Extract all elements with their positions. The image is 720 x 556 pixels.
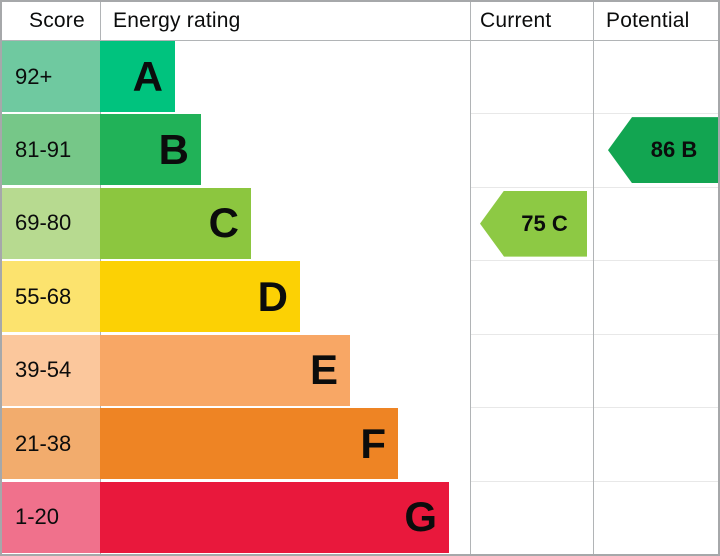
header-bottom-line [2,40,718,41]
score-cell-G: 1-20 [2,481,100,553]
band-letter: F [360,419,386,467]
band-letter: G [404,493,437,541]
band-letter: C [208,199,239,247]
header-potential: Potential [606,9,690,32]
band-boundary-line [470,333,718,335]
potential-rating-label: 86 B [650,137,698,163]
score-range-label: 92+ [15,63,53,89]
rating-bar-D: D [100,261,300,333]
score-range-label: 81-91 [15,136,72,162]
potential-rating-arrow: 86 B [608,117,718,184]
rating-bar-F: F [100,408,398,480]
divider-current-potential [593,2,594,554]
header-current: Current [480,9,552,32]
band-boundary-line [470,113,718,115]
rating-bar-B: B [100,114,201,186]
current-rating-label: 75 C [521,210,568,236]
score-cell-E: 39-54 [2,334,100,406]
score-range-label: 55-68 [15,283,72,309]
rating-bar-E: E [100,334,350,406]
band-boundary-line [470,260,718,262]
score-range-label: 1-20 [15,504,60,530]
band-boundary-line [470,480,718,482]
score-cell-A: 92+ [2,41,100,112]
rating-bar-A: A [100,41,175,112]
score-range-label: 69-80 [15,210,72,236]
score-cell-C: 69-80 [2,187,100,259]
band-boundary-line [470,407,718,409]
score-cell-D: 55-68 [2,261,100,333]
rating-bar-G: G [100,481,449,553]
band-letter: B [158,125,189,173]
band-boundary-line [470,186,718,188]
header-energy-rating: Energy rating [113,9,241,32]
band-letter: A [132,52,163,100]
score-range-label: 21-38 [15,430,72,456]
band-letter: D [257,272,288,320]
header-score: Score [29,9,85,32]
score-range-label: 39-54 [15,357,72,383]
current-rating-arrow: 75 C [480,190,587,257]
score-cell-F: 21-38 [2,408,100,480]
band-letter: E [309,346,338,394]
score-cell-B: 81-91 [2,114,100,186]
divider-rating-current [470,2,471,554]
rating-bar-C: C [100,187,251,259]
